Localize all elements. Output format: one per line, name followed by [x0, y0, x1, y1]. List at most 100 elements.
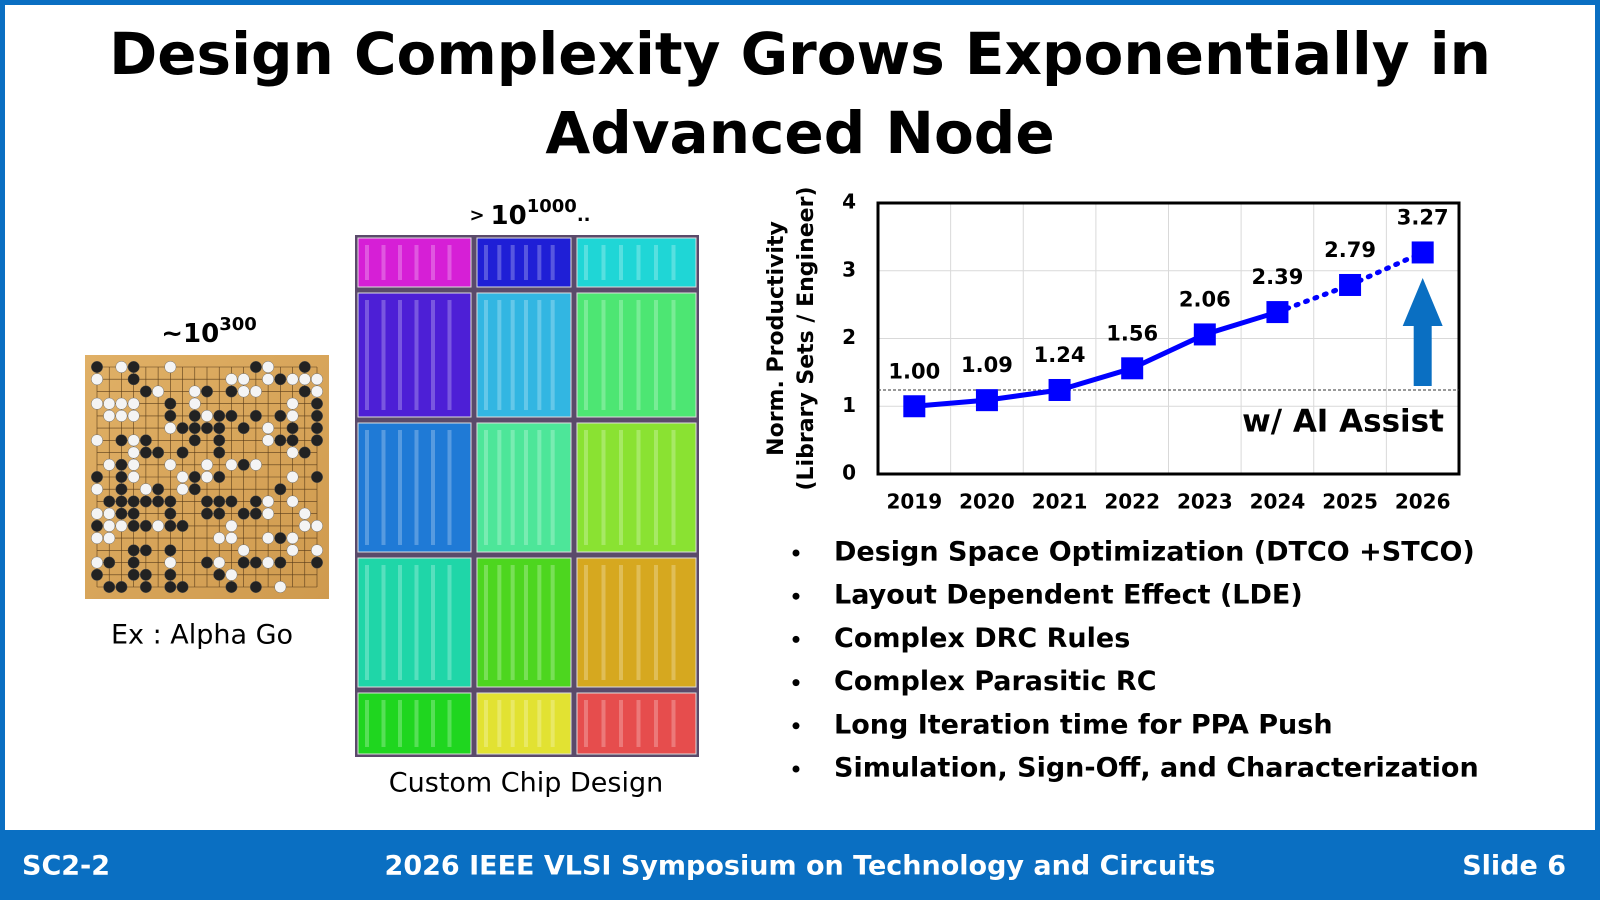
chip-block [357, 692, 472, 755]
go-stone [286, 471, 299, 483]
line-segment [1347, 249, 1426, 288]
go-stone [249, 507, 262, 520]
chip-detail [537, 245, 542, 280]
bullet-text: Long Iteration time for PPA Push [834, 709, 1333, 740]
go-stone [176, 471, 189, 483]
go-stone [286, 495, 299, 508]
chip-block [576, 292, 697, 418]
go-stone [249, 495, 262, 508]
chip-detail [550, 430, 555, 545]
chip-detail [654, 300, 658, 410]
go-stone [164, 581, 177, 593]
y-tick-label: 1 [842, 393, 856, 417]
chip-detail [365, 700, 369, 747]
chip-detail [550, 245, 555, 280]
go-stone [286, 446, 299, 459]
go-stone [103, 458, 116, 471]
go-stone [164, 361, 177, 373]
chip-detail [497, 245, 502, 280]
go-stone [286, 409, 299, 422]
go-stone [213, 495, 226, 508]
data-marker [975, 389, 998, 412]
go-stone [262, 434, 275, 447]
go-stone [139, 581, 152, 593]
go-stone [213, 568, 226, 581]
go-stone [115, 361, 128, 373]
go-stone [152, 446, 165, 459]
go-stone [298, 446, 311, 459]
chip-detail [601, 245, 606, 280]
chip-detail [654, 245, 658, 280]
title-line: Advanced Node [545, 99, 1054, 167]
chip-detail [414, 300, 419, 410]
go-stone [176, 581, 189, 593]
go-stone [127, 458, 140, 471]
go-stone [237, 556, 250, 569]
chip-detail [365, 565, 369, 680]
go-stone [249, 385, 262, 398]
chip-detail [398, 245, 402, 280]
go-stone [311, 556, 323, 569]
chip-detail [537, 430, 542, 545]
go-stone [91, 568, 103, 581]
go-stone [311, 385, 323, 398]
chip-block [357, 422, 472, 553]
chip-detail [484, 300, 488, 410]
go-stone [91, 507, 103, 520]
bullet-text: Layout Dependent Effect (LDE) [834, 580, 1303, 611]
go-stone [127, 495, 140, 508]
chip-detail [398, 565, 402, 680]
chip-detail [497, 430, 502, 545]
go-stone [274, 483, 287, 496]
go-stone [213, 434, 226, 447]
chip-detail [619, 245, 623, 280]
chip-block [576, 557, 697, 688]
chip-block [576, 692, 697, 755]
go-stone [213, 422, 226, 435]
go-complexity: ~10300 [161, 314, 257, 349]
line-segment [1131, 332, 1206, 371]
y-tick-label: 0 [842, 461, 856, 485]
chip-detail [524, 700, 528, 747]
chip-detail [584, 430, 588, 545]
go-stone [274, 409, 287, 422]
go-stone [164, 458, 177, 471]
go-stone [286, 422, 299, 435]
chip-block [576, 422, 697, 553]
data-marker [1193, 323, 1216, 346]
chip-detail [381, 700, 386, 747]
go-stone [139, 568, 152, 581]
chip-detail [654, 565, 658, 680]
go-stone [152, 385, 165, 398]
go-stone [298, 519, 311, 532]
chip-detail [381, 245, 386, 280]
exponent: 1000 [527, 196, 577, 217]
go-stone [286, 397, 299, 410]
chip-detail [636, 565, 641, 680]
go-stone [91, 532, 103, 545]
chip-block [357, 292, 472, 418]
chip-detail [524, 245, 528, 280]
chip-detail [431, 300, 435, 410]
go-stone [298, 361, 311, 373]
go-stone [213, 532, 226, 545]
go-stone [311, 397, 323, 410]
go-stone [91, 397, 103, 410]
go-stone [115, 483, 128, 496]
chip-caption: Custom Chip Design [389, 768, 663, 799]
go-stone [262, 422, 275, 435]
chip-detail [671, 565, 676, 680]
line-segment [986, 387, 1060, 403]
chip-detail [365, 300, 369, 410]
chip-detail [619, 700, 623, 747]
line-segment [1204, 309, 1279, 337]
chip-block [576, 237, 697, 288]
x-tick-label: 2025 [1322, 490, 1378, 514]
go-stone [213, 471, 226, 483]
chip-detail [414, 430, 419, 545]
chip-detail [671, 700, 676, 747]
go-stone [188, 471, 201, 483]
chip-detail [601, 430, 606, 545]
go-stone [176, 446, 189, 459]
